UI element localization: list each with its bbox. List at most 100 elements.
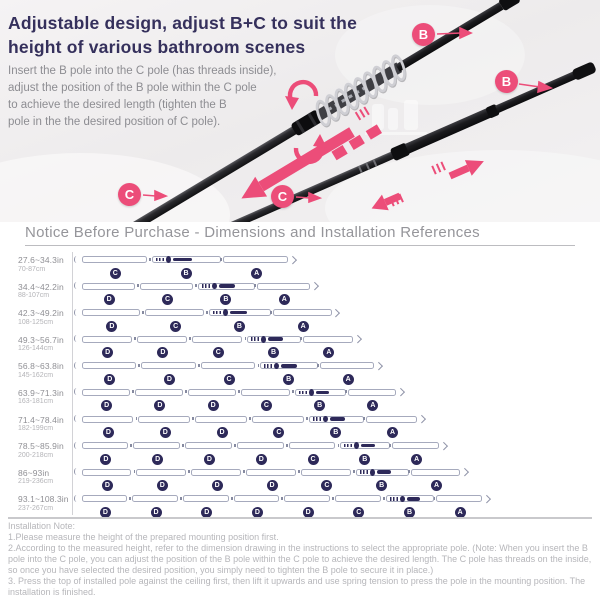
size-inches: 56.8~63.8in (18, 361, 64, 372)
segment-letter-badge: D (101, 400, 113, 412)
pole-segment-a (433, 495, 482, 503)
segment-letter-badge: D (101, 480, 113, 492)
size-row: 49.3~56.7in 126-144cm D D C B A (0, 332, 600, 359)
description-line: to achieve the desired length (tighten t… (8, 99, 227, 111)
size-row: 86~93in 219-236cm D D D D C B A (0, 465, 600, 492)
segment-letter-badge: D (102, 347, 114, 359)
pole-segment-c (137, 282, 194, 290)
segment-letter-badge: D (255, 453, 267, 465)
segment-letter-badge: D (207, 400, 219, 412)
lock-knob (369, 468, 375, 476)
segment-letter-badge: C (212, 347, 224, 359)
pole-segment-c (332, 495, 381, 503)
pole-segment-d (243, 468, 296, 476)
pole-segment-d (133, 468, 187, 476)
lock-knob (399, 495, 405, 503)
installation-note-item: 1.Please measure the height of the prepa… (8, 532, 279, 542)
size-inches: 63.9~71.3in (18, 387, 64, 398)
segment-letter-badge: D (203, 453, 215, 465)
segment-letter-badge: C (162, 294, 174, 306)
inner-pole-bar (281, 364, 298, 368)
slide-direction-arrow (241, 127, 355, 199)
pole-right-cap (439, 441, 448, 450)
description-line: adjust the position of the B pole within… (8, 82, 257, 94)
size-cm: 237-267cm (18, 504, 54, 512)
thread-ticks (312, 417, 321, 421)
pole-segment-d (182, 442, 232, 450)
inner-pole-bar (376, 470, 392, 475)
thread-ticks (156, 257, 165, 262)
size-row: 42.3~49.2in 108-125cm D C B A (0, 305, 600, 332)
pole-segment-d (81, 495, 128, 503)
pole-left-cap (74, 361, 79, 369)
description: Insert the B pole into the C pole (has t… (8, 63, 277, 131)
installation-note-item: 2.According to the measured height, refe… (8, 543, 592, 575)
size-row: 63.9~71.3in 163-181cm D D D C B A (0, 385, 600, 412)
pole-segment-a (407, 468, 461, 476)
pole-segment-d (81, 282, 135, 290)
segment-letter-badge: D (100, 453, 112, 465)
segment-letter-badge: A (251, 267, 263, 279)
pole-drawing (74, 361, 383, 370)
pole-photo-lower (220, 62, 596, 222)
segment-letter-badge: D (163, 373, 175, 385)
segment-letter-badge: D (156, 480, 168, 492)
pole-segment-d (81, 335, 132, 343)
pole-segment-c (197, 362, 256, 370)
segment-letter-badge: B (268, 347, 280, 359)
size-inches: 93.1~108.3in (18, 494, 69, 505)
pole-c-badge-right: C (271, 185, 294, 208)
segment-letter-badge: D (106, 320, 118, 332)
pole-segment-c (81, 256, 148, 263)
pole-segment-a (269, 309, 332, 317)
pole-drawing (74, 468, 469, 477)
segment-letter-badge: D (211, 480, 223, 492)
pole-segment-d (81, 362, 137, 370)
pole-segment-b (149, 256, 221, 263)
segment-letter-badge: A (297, 320, 309, 332)
pole-segment-b (306, 415, 364, 423)
background-bathroom-props (365, 100, 427, 135)
pole-segment-c (285, 442, 336, 450)
pole-segment-d (234, 442, 284, 450)
lock-knob (354, 442, 360, 449)
pole-segment-a (253, 282, 310, 290)
description-line: pole in the the desired position of C po… (8, 116, 221, 128)
pole-segment-c (249, 415, 304, 423)
pole-segment-d (81, 468, 132, 476)
inner-pole-bar (219, 284, 235, 288)
pole-photo-upper (92, 0, 600, 222)
segment-letter-badge: D (104, 373, 116, 385)
segment-letter-badge: A (367, 400, 379, 412)
pole-segment-d (131, 388, 183, 396)
pole-segment-c (189, 335, 243, 343)
size-inches: 86~93in (18, 467, 50, 478)
pole-left-cap (74, 494, 79, 502)
pole-segment-d (192, 415, 247, 423)
size-row: 93.1~108.3in 237-267cm D D D D D C B A (0, 491, 600, 518)
size-inches: 27.6~34.3in (18, 255, 64, 265)
size-cm: 182-199cm (18, 425, 54, 433)
size-row: 71.4~78.4in 182-199cm D D D C B A (0, 412, 600, 439)
size-chart-rows: 27.6~34.3in 70-87cm C B A 34.4~42.2in 88-107cm… (0, 252, 600, 518)
pole-segment-c (298, 468, 351, 476)
thread-ticks (344, 443, 353, 448)
pole-segment-b (382, 495, 435, 503)
segment-letter-badge: C (353, 506, 365, 518)
size-inches: 34.4~42.2in (18, 281, 64, 292)
segment-letter-badge: C (307, 453, 319, 465)
thread-ticks (264, 364, 273, 368)
inner-pole-bar (315, 390, 330, 395)
pole-left-cap (74, 335, 79, 343)
segment-letter-badge: C (109, 267, 121, 279)
pole-segment-d (138, 362, 196, 370)
pole-segment-d (129, 495, 178, 503)
size-inches: 42.3~49.2in (18, 308, 64, 319)
